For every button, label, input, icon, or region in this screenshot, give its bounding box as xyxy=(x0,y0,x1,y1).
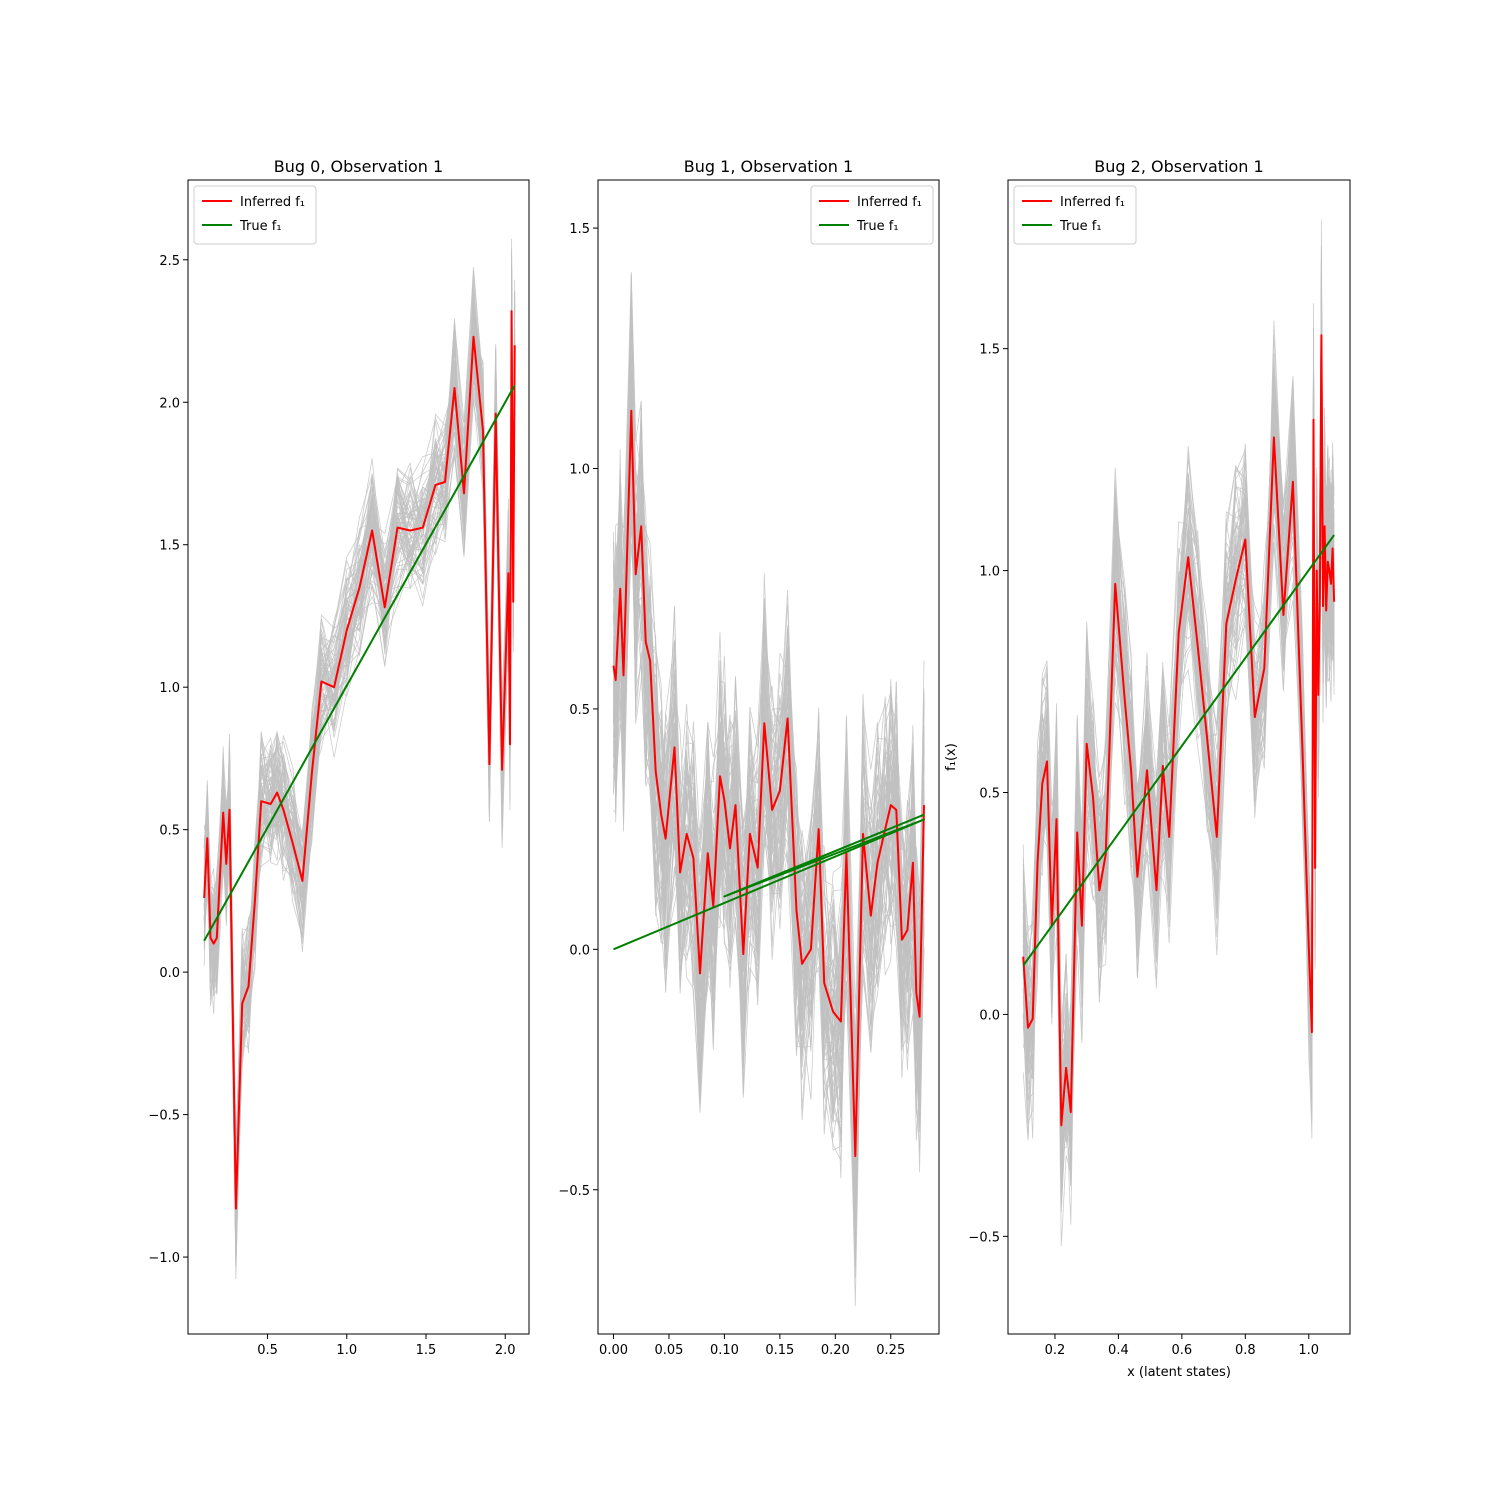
legend-label: Inferred f₁ xyxy=(240,195,305,210)
y-tick-label: 0.5 xyxy=(159,824,180,839)
inferred-f1-line xyxy=(203,310,516,1210)
x-tick-label: 0.05 xyxy=(654,1343,683,1358)
y-tick-label: 1.0 xyxy=(569,463,590,478)
y-tick-label: 1.5 xyxy=(979,343,1000,358)
legend-label: True f₁ xyxy=(856,219,899,234)
sample-trace xyxy=(613,507,925,1258)
x-tick-label: 0.5 xyxy=(257,1343,278,1358)
axes-frame xyxy=(597,179,940,1335)
plot-area xyxy=(203,238,516,1280)
true-f1-line xyxy=(203,384,516,942)
true-f1-line xyxy=(613,813,925,951)
y-tick-label: 1.5 xyxy=(159,539,180,554)
y-tick-label: 0.0 xyxy=(979,1008,1000,1023)
x-tick-label: 1.0 xyxy=(336,1343,357,1358)
x-tick-label: 0.2 xyxy=(1045,1343,1066,1358)
x-tick-label: 1.0 xyxy=(1298,1343,1319,1358)
inferred-f1-line xyxy=(1022,334,1336,1127)
subplot-bug-1: 0.00 0.05 0.10 0.15 0.20 0.25 −0.5 0.0 0.5 1.0 1.5… xyxy=(558,157,940,1358)
legend: Inferred f₁ True f₁ xyxy=(193,185,317,245)
subplot-title: Bug 2, Observation 1 xyxy=(1094,157,1263,176)
sample-trace xyxy=(613,460,925,1134)
x-tick-label: 1.5 xyxy=(416,1343,437,1358)
y-tick-label: 1.5 xyxy=(569,222,590,237)
x-tick-label: 0.4 xyxy=(1108,1343,1129,1358)
y-tick-label: −0.5 xyxy=(148,1109,180,1124)
x-tick-label: 0.20 xyxy=(821,1343,850,1358)
x-axis-label: x (latent states) xyxy=(1127,1365,1231,1380)
plot-area xyxy=(1022,220,1336,1246)
axes-frame xyxy=(187,179,530,1335)
sample-trace xyxy=(613,374,925,1133)
subplot-title: Bug 0, Observation 1 xyxy=(274,157,443,176)
sample-trace xyxy=(613,465,925,1122)
legend-label: Inferred f₁ xyxy=(1060,195,1125,210)
y-axis-label: f₁(x) xyxy=(944,743,959,771)
legend-label: True f₁ xyxy=(1059,219,1102,234)
x-tick-label: 0.8 xyxy=(1235,1343,1256,1358)
y-tick-label: 1.0 xyxy=(979,565,1000,580)
y-tick-label: 0.5 xyxy=(979,787,1000,802)
legend: Inferred f₁ True f₁ xyxy=(810,185,934,245)
y-tick-label: 1.0 xyxy=(159,681,180,696)
x-tick-label: 2.0 xyxy=(495,1343,516,1358)
x-tick-label: 0.25 xyxy=(876,1343,905,1358)
y-tick-label: 0.5 xyxy=(569,703,590,718)
x-tick-label: 0.15 xyxy=(765,1343,794,1358)
true-f1-line xyxy=(1022,534,1335,967)
y-tick-label: −0.5 xyxy=(558,1184,590,1199)
y-tick-label: 2.5 xyxy=(159,254,180,269)
y-tick-label: −1.0 xyxy=(148,1251,180,1266)
subplot-bug-0: 0.5 1.0 1.5 2.0 −1.0 −0.5 0.0 0.5 1.0 1.5 2.0 2.5 Bu… xyxy=(148,157,530,1358)
y-tick-label: 2.0 xyxy=(159,396,180,411)
legend-label: Inferred f₁ xyxy=(857,195,922,210)
y-tick-label: −0.5 xyxy=(968,1230,1000,1245)
legend-label: True f₁ xyxy=(239,219,282,234)
x-tick-label: 0.10 xyxy=(710,1343,739,1358)
subplot-bug-2: 0.2 0.4 0.6 0.8 1.0 −0.5 0.0 0.5 1.0 1.5 Bug 2, Ob… xyxy=(968,157,1351,1358)
inferred-f1-line xyxy=(612,409,925,1158)
plot-area xyxy=(612,272,925,1307)
axes-frame xyxy=(1007,179,1351,1335)
legend: Inferred f₁ True f₁ xyxy=(1013,185,1137,245)
subplot-title: Bug 1, Observation 1 xyxy=(684,157,853,176)
y-tick-label: 0.0 xyxy=(569,943,590,958)
y-tick-label: 0.0 xyxy=(159,966,180,981)
x-tick-label: 0.00 xyxy=(599,1343,628,1358)
x-tick-label: 0.6 xyxy=(1172,1343,1193,1358)
